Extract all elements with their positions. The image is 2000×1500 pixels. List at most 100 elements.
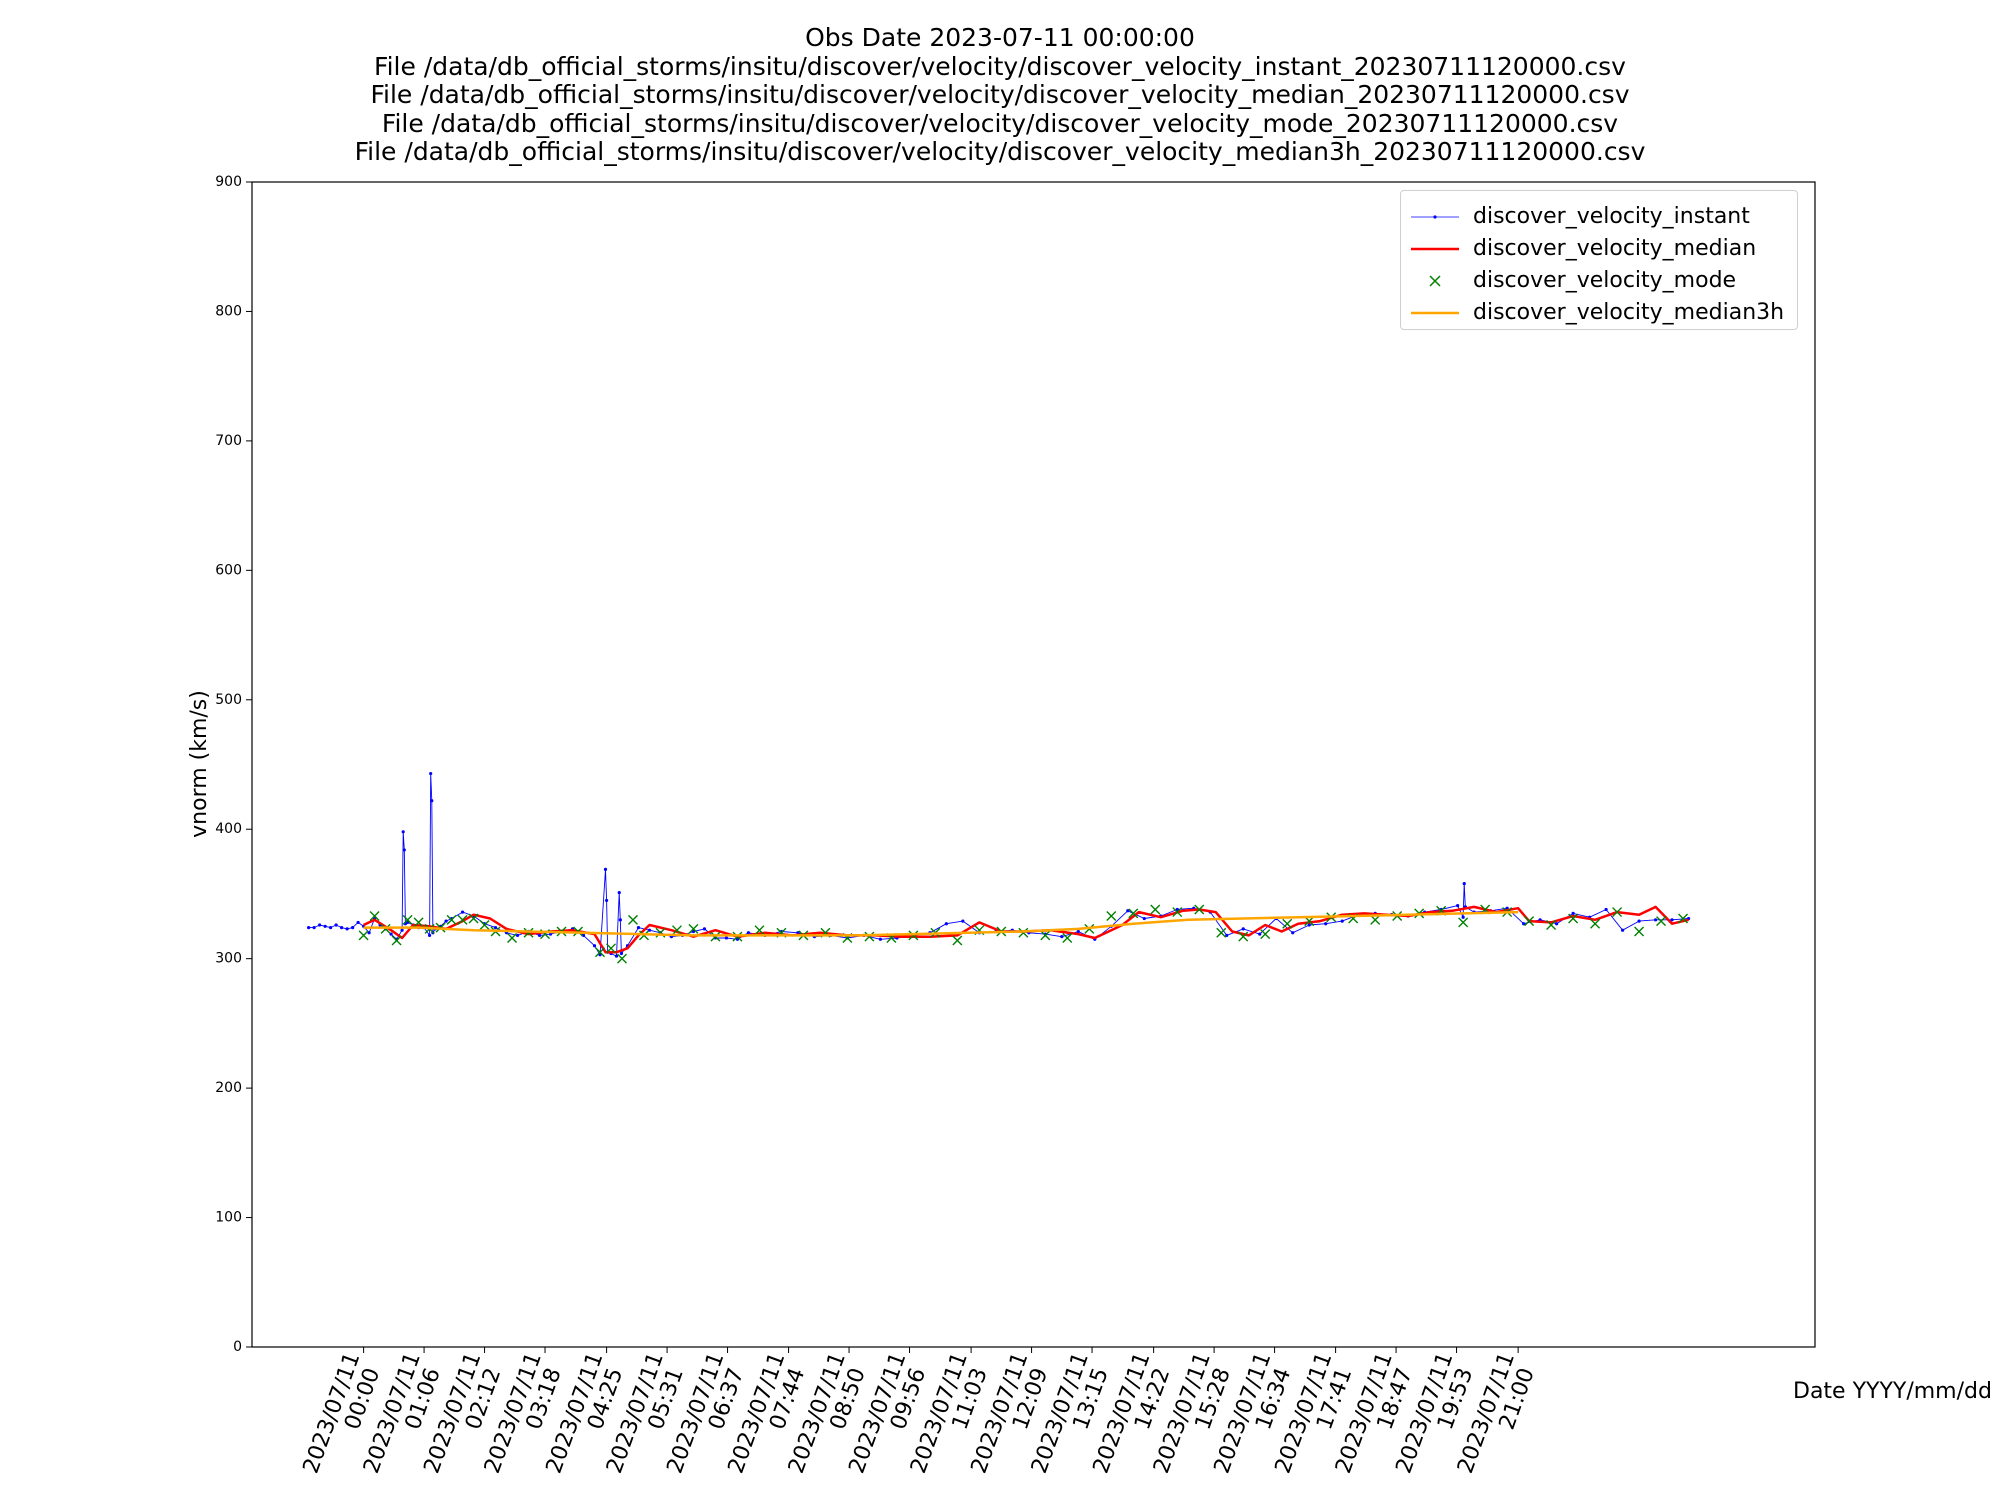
discover-velocity-mode-marker <box>523 927 534 938</box>
discover-velocity-mode-marker <box>479 920 490 931</box>
discover-velocity-instant-point <box>1653 918 1658 922</box>
discover-velocity-instant-point <box>1456 903 1460 908</box>
discover-velocity-instant-point <box>537 933 542 937</box>
y-tick-label-400: 400 <box>215 821 242 837</box>
discover-velocity-instant-point <box>329 926 333 930</box>
discover-velocity-mode-marker <box>688 923 699 934</box>
discover-velocity-mode-marker <box>358 930 369 941</box>
discover-velocity-instant-point <box>1637 919 1641 923</box>
discover-velocity-mode-marker <box>1370 914 1381 925</box>
discover-velocity-mode-marker <box>1678 913 1689 924</box>
discover-velocity-instant-point <box>746 931 751 935</box>
discover-velocity-instant-point <box>1340 919 1344 923</box>
discover-velocity-mode-marker <box>952 935 963 946</box>
y-tick-label-800: 800 <box>215 303 242 319</box>
plot-area <box>251 181 1816 1348</box>
discover-velocity-instant-point <box>1241 927 1245 931</box>
discover-velocity-instant-point <box>493 926 498 930</box>
discover-velocity-instant-point <box>460 910 465 914</box>
chart-title: Obs Date 2023-07-11 00:00:00 File /data/… <box>0 23 2000 167</box>
discover-velocity-mode-marker <box>1128 908 1139 919</box>
discover-velocity-instant-point <box>878 937 882 941</box>
discover-velocity-instant-point <box>617 891 621 895</box>
discover-velocity-mode-marker <box>1634 926 1645 937</box>
y-tick-label-700: 700 <box>215 433 242 449</box>
discover-velocity-mode-marker <box>1216 927 1227 938</box>
discover-velocity-instant-point <box>1555 922 1559 926</box>
discover-velocity-instant-point <box>636 926 641 930</box>
discover-velocity-instant-point <box>334 923 338 927</box>
discover-velocity-instant-point <box>619 951 624 956</box>
discover-velocity-instant-point <box>1324 922 1328 926</box>
discover-velocity-instant-point <box>356 920 360 925</box>
discover-velocity-instant-point <box>323 924 327 928</box>
discover-velocity-instant-point <box>618 918 622 922</box>
y-tick-label-0: 0 <box>233 1339 242 1355</box>
discover-velocity-mode-marker <box>1612 907 1623 918</box>
discover-velocity-mode-marker <box>457 914 468 925</box>
discover-velocity-mode-marker <box>606 943 616 954</box>
discover-velocity-mode-marker <box>1282 918 1293 929</box>
discover-velocity-instant-point <box>340 926 344 930</box>
discover-velocity-instant-point <box>1060 935 1064 939</box>
discover-velocity-mode-marker <box>671 925 682 936</box>
discover-velocity-mode-marker <box>754 925 765 936</box>
discover-velocity-instant-point <box>307 926 311 930</box>
y-axis: 0 100 200 300 400 500 600 700 800 900 <box>215 174 252 1355</box>
discover-velocity-mode-marker <box>468 913 479 924</box>
discover-velocity-instant-point <box>1225 933 1229 937</box>
discover-velocity-mode-marker <box>1040 930 1051 941</box>
discover-velocity-mode-marker <box>1590 918 1601 929</box>
legend-item-mode: discover_velocity_mode <box>1401 265 1797 297</box>
legend-label-median3h: discover_velocity_median3h <box>1473 300 1785 325</box>
discover-velocity-instant-point <box>944 922 948 926</box>
title-line-instant-file: File /data/db_official_storms/insitu/dis… <box>374 51 1626 81</box>
discover-velocity-mode-marker <box>1062 932 1073 943</box>
discover-velocity-instant-point <box>724 936 729 940</box>
x-axis: 2023/07/1100:002023/07/1101:062023/07/11… <box>299 1347 1540 1477</box>
discover-velocity-mode-marker <box>1018 927 1029 938</box>
title-line-median-file: File /data/db_official_storms/insitu/dis… <box>370 80 1630 109</box>
discover-velocity-mode-marker <box>402 914 413 925</box>
discover-velocity-mode-marker <box>627 914 638 925</box>
legend-item-median: discover_velocity_median <box>1401 233 1797 265</box>
discover-velocity-mode-marker <box>1172 907 1183 918</box>
discover-velocity-mode-marker <box>369 910 380 921</box>
legend-label-instant: discover_velocity_instant <box>1473 204 1750 229</box>
y-tick-label-200: 200 <box>215 1080 242 1096</box>
discover-velocity-mode-marker <box>1546 920 1557 931</box>
discover-velocity-instant-point <box>427 933 432 937</box>
y-tick-label-900: 900 <box>215 174 242 190</box>
discover-velocity-instant-point <box>1258 932 1262 936</box>
title-line-median3h-file: File /data/db_official_storms/insitu/dis… <box>354 137 1646 166</box>
discover-velocity-instant-point <box>318 923 322 927</box>
legend-label-median: discover_velocity_median <box>1473 236 1757 261</box>
discover-velocity-instant-point <box>647 928 652 932</box>
discover-velocity-instant-point <box>592 944 597 948</box>
discover-velocity-instant-point <box>1126 909 1130 913</box>
legend-item-median3h: discover_velocity_median3h <box>1401 297 1797 329</box>
legend-swatch-instant <box>1411 215 1459 219</box>
discover-velocity-mode-marker <box>1194 904 1205 915</box>
legend-swatch-median3h <box>1411 311 1459 315</box>
discover-velocity-mode-marker <box>1238 931 1249 942</box>
discover-velocity-mode-marker <box>595 947 605 958</box>
discover-velocity-instant-point <box>1571 911 1575 915</box>
discover-velocity-mode-marker <box>732 931 743 942</box>
discover-velocity-mode-marker <box>446 914 457 925</box>
discover-velocity-instant-point <box>1670 918 1674 922</box>
discover-velocity-instant-point <box>1076 929 1080 934</box>
discover-velocity-mode-marker <box>1260 929 1271 940</box>
discover-velocity-instant-point <box>430 799 434 803</box>
discover-velocity-instant-point <box>1620 928 1625 932</box>
discover-velocity-instant-point <box>367 931 371 935</box>
discover-velocity-median3h-line <box>363 910 1519 937</box>
discover-velocity-instant-point <box>614 954 619 958</box>
discover-velocity-instant-point <box>402 848 406 852</box>
legend-label-mode: discover_velocity_mode <box>1473 268 1737 293</box>
legend-swatch-median <box>1411 247 1459 251</box>
series-layer <box>307 771 1691 964</box>
discover-velocity-instant-point <box>351 926 355 930</box>
discover-velocity-mode-marker <box>391 935 402 946</box>
legend: discover_velocity_instant discover_veloc… <box>1400 190 1798 330</box>
